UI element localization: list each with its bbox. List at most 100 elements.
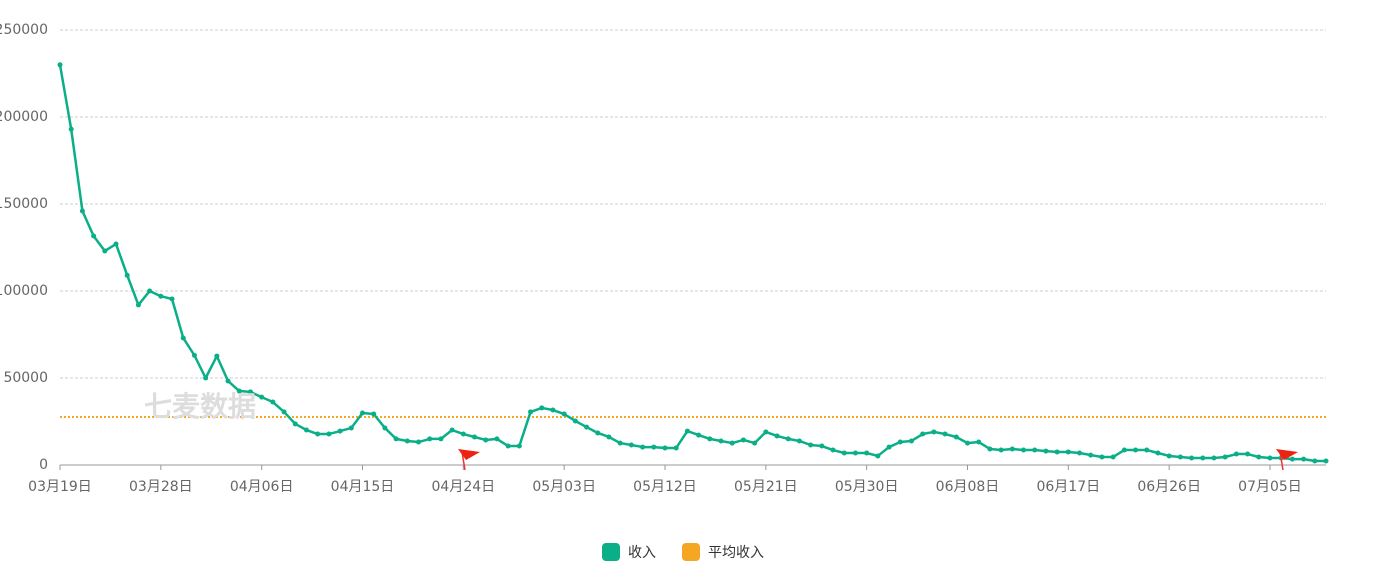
- data-point: [729, 440, 735, 446]
- data-point: [1267, 455, 1273, 461]
- data-point: [1189, 455, 1195, 461]
- data-point: [124, 272, 130, 278]
- data-point: [169, 296, 175, 302]
- data-point: [1032, 447, 1038, 453]
- data-point: [964, 440, 970, 446]
- data-point: [393, 436, 399, 442]
- y-tick-label: 200000: [0, 109, 48, 125]
- data-point: [662, 445, 668, 451]
- data-point: [539, 405, 545, 411]
- data-point: [550, 407, 556, 413]
- data-point: [203, 375, 209, 381]
- data-point: [326, 431, 332, 437]
- data-point: [1166, 453, 1172, 459]
- data-point: [1133, 447, 1139, 453]
- y-tick-label: 50000: [3, 370, 48, 386]
- data-point: [404, 438, 410, 444]
- data-point: [214, 353, 220, 359]
- y-tick-label: 150000: [0, 196, 48, 212]
- watermark: 七麦数据: [144, 390, 256, 423]
- legend-label: 收入: [628, 545, 656, 561]
- data-point: [1245, 451, 1251, 457]
- data-point: [987, 446, 993, 452]
- event-flag: [1276, 449, 1298, 471]
- data-point: [113, 241, 119, 247]
- legend-swatch: [682, 543, 700, 561]
- data-point: [1155, 450, 1161, 456]
- data-point: [1043, 448, 1049, 454]
- data-point: [460, 431, 466, 437]
- data-point: [472, 434, 478, 440]
- data-point: [1009, 446, 1015, 452]
- data-point: [998, 447, 1004, 453]
- data-point: [1021, 447, 1027, 453]
- data-point: [292, 421, 298, 427]
- data-point: [673, 445, 679, 451]
- data-point: [1121, 447, 1127, 453]
- data-point: [1222, 454, 1228, 460]
- data-point: [1211, 455, 1217, 461]
- data-point: [651, 444, 657, 450]
- data-point: [841, 450, 847, 456]
- data-point: [1144, 447, 1150, 453]
- data-point: [595, 430, 601, 436]
- data-point: [1256, 454, 1262, 460]
- data-point: [718, 438, 724, 444]
- data-point: [438, 436, 444, 442]
- data-point: [281, 409, 287, 415]
- data-point: [1301, 456, 1307, 462]
- x-tick-label: 03月19日: [28, 479, 92, 495]
- data-point: [1200, 455, 1206, 461]
- data-point: [830, 447, 836, 453]
- y-tick-label: 250000: [0, 22, 48, 38]
- legend-swatch: [602, 543, 620, 561]
- data-point: [908, 438, 914, 444]
- data-point: [427, 436, 433, 442]
- data-point: [1233, 451, 1239, 457]
- data-point: [247, 389, 253, 395]
- x-tick-label: 05月12日: [633, 479, 697, 495]
- x-tick-label: 07月05日: [1238, 479, 1302, 495]
- x-tick-label: 06月17日: [1036, 479, 1100, 495]
- x-tick-label: 05月03日: [532, 479, 596, 495]
- data-point: [808, 442, 814, 448]
- data-point: [1289, 456, 1295, 462]
- data-point: [147, 288, 153, 294]
- data-point: [225, 378, 231, 384]
- data-point: [91, 233, 97, 239]
- data-point: [337, 428, 343, 434]
- data-point: [606, 434, 612, 440]
- data-point: [740, 437, 746, 443]
- data-point: [1099, 454, 1105, 460]
- data-point: [516, 443, 522, 449]
- data-point: [449, 427, 455, 433]
- data-point: [68, 126, 74, 132]
- data-point: [348, 425, 354, 431]
- data-point: [102, 248, 108, 254]
- x-tick-label: 03月28日: [129, 479, 193, 495]
- data-point: [696, 432, 702, 438]
- x-tick-label: 06月26日: [1137, 479, 1201, 495]
- legend-item: 收入: [602, 543, 656, 561]
- data-point: [528, 409, 534, 415]
- x-tick-label: 05月30日: [835, 479, 899, 495]
- y-tick-label: 100000: [0, 283, 48, 299]
- data-point: [819, 443, 825, 449]
- data-point: [483, 437, 489, 443]
- data-point: [1077, 450, 1083, 456]
- legend-item: 平均收入: [682, 543, 764, 561]
- data-point: [79, 208, 85, 214]
- data-point: [897, 439, 903, 445]
- data-point: [953, 434, 959, 440]
- data-point: [561, 411, 567, 417]
- data-point: [315, 431, 321, 437]
- data-point: [259, 394, 265, 400]
- data-point: [796, 438, 802, 444]
- y-tick-label: 0: [39, 457, 48, 473]
- legend-label: 平均收入: [708, 545, 764, 561]
- data-point: [1177, 454, 1183, 460]
- data-point: [785, 436, 791, 442]
- data-point: [1312, 458, 1318, 464]
- data-point: [382, 425, 388, 431]
